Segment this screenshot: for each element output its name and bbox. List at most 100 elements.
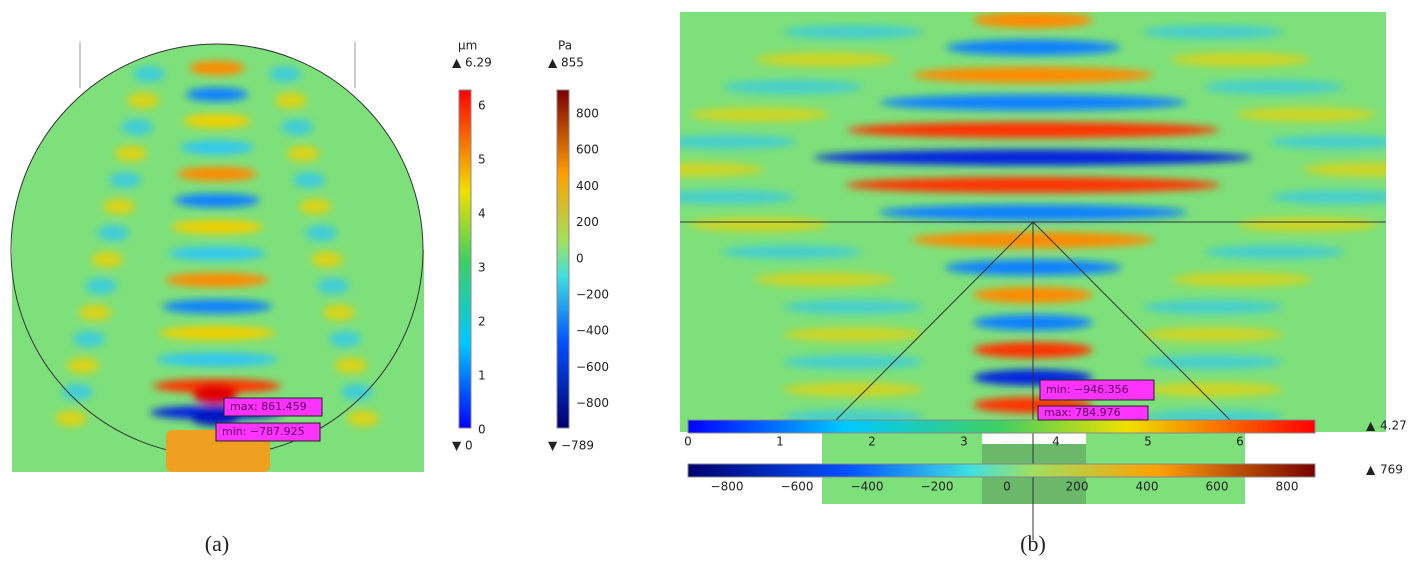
wave-lobe xyxy=(329,331,361,347)
wave-lobe xyxy=(688,217,829,232)
wave-lobe xyxy=(103,198,135,215)
colorbar xyxy=(556,89,570,429)
annotation-box xyxy=(1039,379,1155,401)
wave-lobe xyxy=(85,278,117,294)
wave-band xyxy=(813,149,1253,166)
wave-lobe xyxy=(275,92,307,109)
wave-band xyxy=(846,122,1220,138)
wave-lobe xyxy=(347,410,379,427)
unit-label: Pa xyxy=(558,39,572,53)
wave-lobe xyxy=(1171,272,1312,287)
wave-lobe xyxy=(1269,135,1386,149)
wave-lobe xyxy=(61,384,93,400)
wave-band xyxy=(156,352,278,367)
wave-band xyxy=(168,246,266,261)
wave-lobe xyxy=(1237,217,1378,232)
wave-lobe xyxy=(67,357,99,374)
tick-label: 4 xyxy=(1052,435,1060,449)
wave-lobe xyxy=(1204,245,1345,259)
wave-lobe xyxy=(1170,52,1311,67)
wave-lobe xyxy=(1143,25,1283,39)
wave-lobe xyxy=(1143,382,1283,397)
colorbar xyxy=(687,463,1316,478)
wave-band xyxy=(186,87,248,102)
wave-lobe xyxy=(783,382,923,397)
wave-lobe xyxy=(721,245,862,259)
tick-label: 600 xyxy=(576,143,599,157)
wave-pattern xyxy=(680,12,1386,424)
panel-label: (a) xyxy=(205,531,229,556)
field-a xyxy=(12,44,424,472)
tick-label: 400 xyxy=(576,179,599,193)
tick-label: 0 xyxy=(478,423,486,437)
max-label: 855 xyxy=(561,56,584,70)
wave-lobe xyxy=(299,198,331,215)
wave-band xyxy=(845,177,1221,193)
tick-label: 400 xyxy=(1136,480,1159,494)
wave-lobe xyxy=(680,190,796,204)
max-label: 6.29 xyxy=(465,56,492,70)
wave-lobe xyxy=(79,304,111,321)
wave-lobe xyxy=(323,304,355,321)
max-marker: ▲ xyxy=(452,56,462,70)
wave-lobe xyxy=(133,66,165,82)
annotation-text: max: 861.459 xyxy=(230,400,307,413)
wave-lobe xyxy=(783,300,923,314)
wave-band xyxy=(162,299,272,314)
wave-band xyxy=(174,193,260,208)
annotation-box xyxy=(215,422,321,442)
tick-label: 200 xyxy=(576,215,599,229)
wave-lobe xyxy=(783,25,923,39)
tick-label: 4 xyxy=(478,207,486,221)
wave-lobe xyxy=(1203,80,1344,94)
wave-lobe xyxy=(305,225,337,241)
tick-label: −200 xyxy=(921,480,954,494)
colorbar xyxy=(687,419,1316,434)
min-marker: ▼ xyxy=(548,439,558,453)
wave-lobe xyxy=(783,327,923,342)
wave-lobe xyxy=(109,172,141,188)
wave-band xyxy=(973,12,1093,28)
tick-label: −200 xyxy=(576,288,609,302)
wave-lobe xyxy=(1270,190,1386,204)
wave-band xyxy=(879,94,1187,111)
tick-label: −600 xyxy=(781,480,814,494)
tick-label: 3 xyxy=(960,435,968,449)
wave-lobe xyxy=(680,162,764,177)
tick-label: 5 xyxy=(478,153,486,167)
panel-label: (b) xyxy=(1020,531,1046,556)
max-marker: ▲ xyxy=(548,56,558,70)
tick-label: 200 xyxy=(1066,480,1089,494)
wave-lobe xyxy=(293,172,325,188)
wave-lobe xyxy=(317,278,349,294)
annotation: max: 861.459 min: −787.925 min: −946.356… xyxy=(215,379,1155,442)
wave-band xyxy=(177,167,257,181)
gap xyxy=(982,432,1086,444)
wave-lobe xyxy=(755,52,896,67)
annotation-text: max: 784.976 xyxy=(1044,406,1121,419)
wave-lobe xyxy=(91,251,123,268)
tick-label: 5 xyxy=(1144,435,1152,449)
tick-label: 6 xyxy=(478,99,486,113)
tick-label: 0 xyxy=(1003,480,1011,494)
colorbar xyxy=(458,89,472,429)
tick-label: 600 xyxy=(1206,480,1229,494)
wave-band xyxy=(180,140,254,155)
wave-band xyxy=(878,204,1188,221)
wave-band xyxy=(183,114,251,128)
wave-lobe xyxy=(754,272,895,287)
tick-label: 3 xyxy=(478,261,486,275)
annotation-text: min: −946.356 xyxy=(1046,383,1129,396)
tick-label: −800 xyxy=(576,396,609,410)
tick-label: 800 xyxy=(576,107,599,121)
tick-label: −400 xyxy=(576,324,609,338)
annotation-box xyxy=(1037,405,1149,421)
wave-lobe xyxy=(287,145,319,162)
wave-lobe xyxy=(115,145,147,162)
wave-lobe xyxy=(73,331,105,347)
annotation-text: min: −787.925 xyxy=(222,425,305,438)
wave-lobe xyxy=(1236,107,1377,122)
tick-label: 2 xyxy=(868,435,876,449)
wave-lobe xyxy=(341,384,373,400)
tick-label: 0 xyxy=(576,251,584,265)
